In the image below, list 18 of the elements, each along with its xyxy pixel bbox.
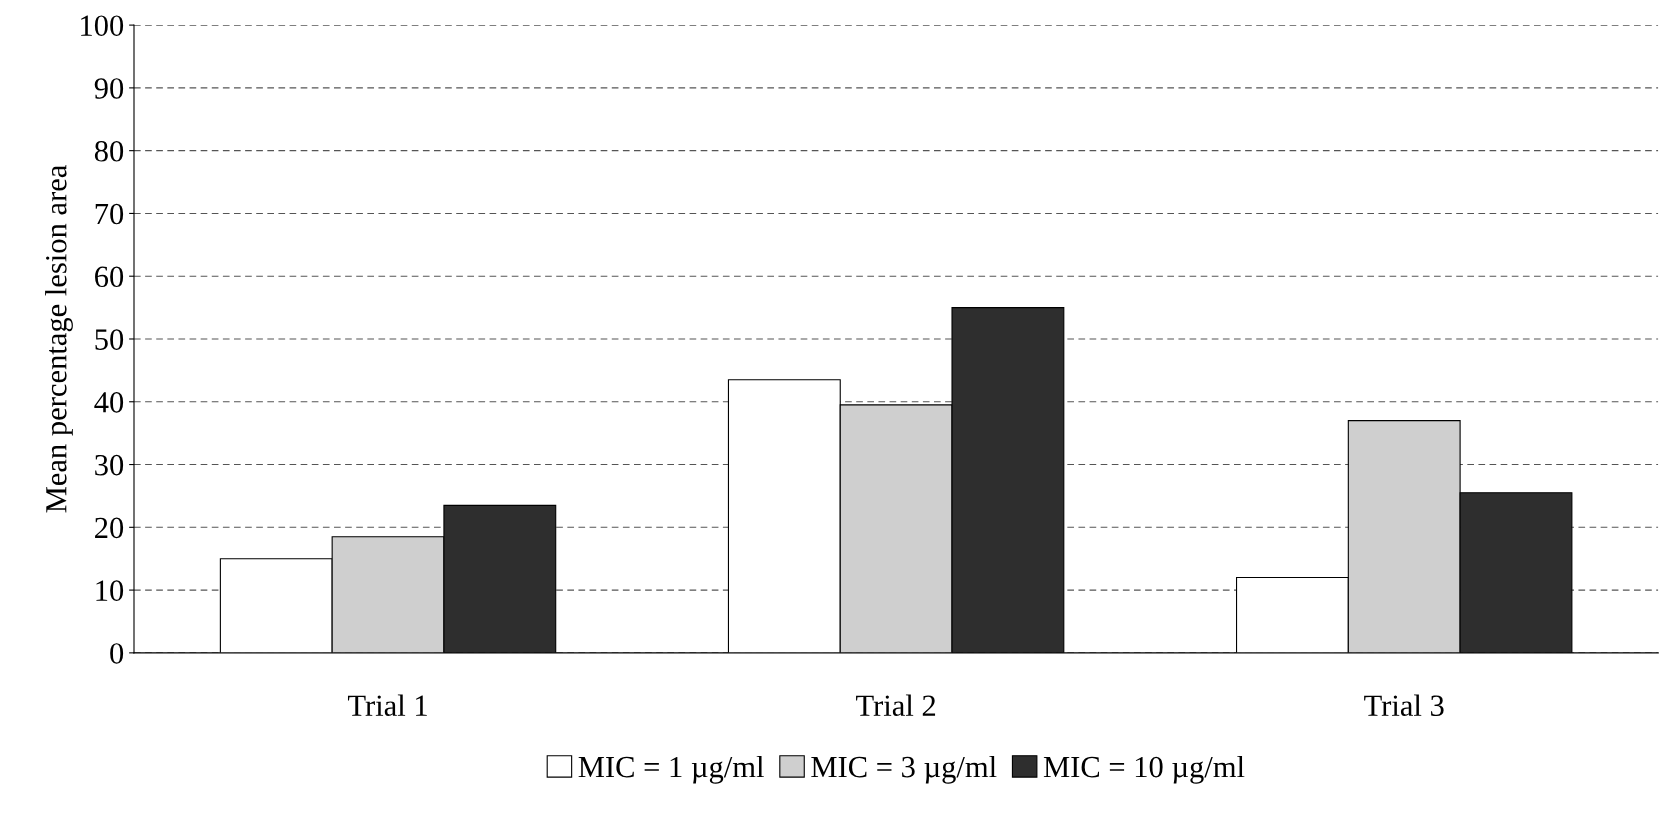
y-tick-label: 70	[95, 203, 124, 225]
x-tick-label: Trial 2	[856, 694, 936, 717]
legend-label: MIC = 3 µg/ml	[811, 755, 997, 784]
y-tick-label: 60	[95, 266, 124, 288]
y-tick-label: 40	[94, 392, 124, 413]
y-tick-label: 10	[96, 580, 124, 601]
y-tick-label: 100	[81, 15, 124, 37]
y-axis-title: Mean percentage lesion area	[45, 165, 73, 513]
y-tick-label: 90	[94, 78, 124, 99]
y-tick-label: 0	[110, 643, 124, 664]
y-tick-label: 50	[95, 329, 124, 350]
legend-label: MIC = 10 µg/ml	[1043, 755, 1245, 784]
y-tick-label: 30	[95, 454, 124, 476]
x-tick-label: Trial 3	[1364, 694, 1444, 717]
x-tick-label: Trial 1	[347, 694, 427, 717]
y-tick-label: 20	[95, 517, 124, 539]
y-tick-label: 80	[94, 140, 124, 162]
legend-label: MIC = 1 µg/ml	[578, 755, 764, 784]
